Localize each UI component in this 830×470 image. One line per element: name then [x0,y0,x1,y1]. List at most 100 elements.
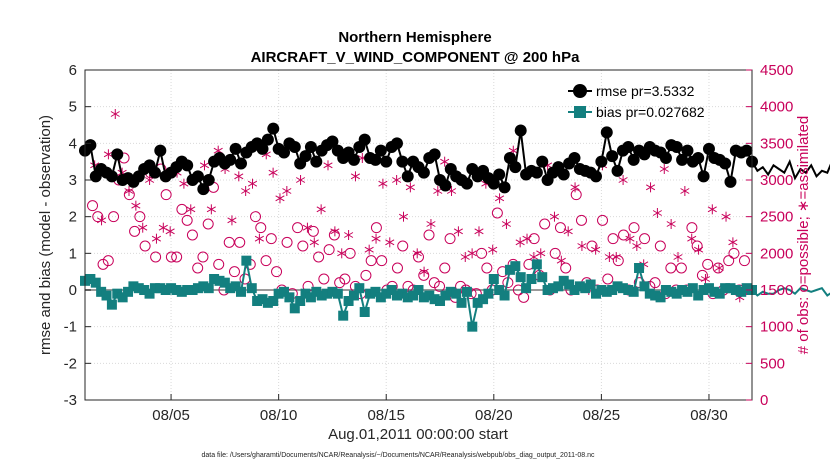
bias-point [687,283,698,294]
right-y-tick-label: 500 [760,355,785,372]
assimilated-obs-point [467,248,477,259]
x-tick-label: 08/05 [152,407,190,424]
assimilated-obs-point [309,237,319,248]
assimilated-obs-point [254,233,264,244]
bias-point [279,286,290,297]
rmse-point [719,157,732,170]
bias-point [435,296,446,306]
bias-point [354,283,365,294]
possible-obs-point [639,233,651,245]
bias-point [85,274,96,284]
y-tick-label: 4 [69,135,77,152]
bias-point [262,297,273,308]
bias-point [295,296,306,306]
rmse-point [111,148,124,161]
assimilated-obs-point [350,171,361,182]
bias-point [268,296,279,306]
possible-obs-point [575,214,587,226]
assimilated-obs-point [131,200,141,211]
bias-point [741,283,752,294]
possible-obs-point [602,273,614,285]
possible-obs-point [397,240,409,252]
rmse-point [536,155,549,168]
bias-point [128,281,139,292]
possible-obs-point [108,211,120,223]
rmse-point [299,150,312,163]
x-tick-label: 08/30 [690,407,728,424]
bias-point [472,297,483,308]
y-tick-label: -2 [64,355,77,372]
assimilated-obs-point [721,211,731,222]
rmse-point [380,155,393,168]
assimilated-obs-point [392,175,402,185]
bias-point [300,288,311,299]
rmse-point [439,179,452,192]
possible-obs-point [323,244,335,256]
rmse-point [191,170,204,183]
assimilated-obs-point [103,149,113,160]
assimilated-obs-point [302,222,313,233]
bias-point [230,281,241,292]
bias-point [96,286,107,297]
rmse-point [493,168,506,181]
bias-point [494,285,505,295]
bias-point [617,283,628,294]
bias-point [241,255,252,266]
possible-obs-point [654,240,666,252]
possible-obs-point [92,211,104,223]
rmse-point [600,126,613,139]
bias-point [591,288,602,299]
assimilated-obs-point [385,237,395,248]
bias-point [677,285,688,295]
bias-point [209,274,220,284]
rmse-point [148,166,161,179]
rmse-point [181,159,194,172]
possible-obs-point [150,251,162,263]
bias-point [101,290,112,301]
bias-point [698,285,709,295]
rmse-point [154,144,167,157]
assimilated-obs-point [680,186,690,196]
possible-obs-point [165,251,177,263]
rmse-point [326,135,339,148]
possible-obs-point [723,255,735,267]
bias-point [155,283,166,294]
right-y-tick-label: 3500 [760,135,793,152]
y-tick-label: 5 [69,99,77,116]
bias-point [424,290,435,301]
right-y-tick-label: 4500 [760,62,793,79]
possible-obs-point [255,222,267,234]
right-y-axis-label: # of obs: o=possible; ∗=assimilated [795,116,812,355]
bias-point [397,288,408,299]
rmse-point [202,174,215,186]
assimilated-obs-point [645,182,656,193]
possible-obs-point [134,211,146,223]
rmse-series-layer [79,122,830,196]
bias-point [359,307,370,317]
rmse-point [84,139,97,152]
assimilated-obs-point [536,248,546,259]
bias-point [607,285,618,295]
bias-point [612,281,623,292]
rmse-point [229,142,242,155]
possible-obs-point [139,240,151,252]
bias-point [182,285,193,295]
bias-point [671,288,682,299]
assimilated-obs-point [591,244,601,255]
assimilated-obs-point [687,233,697,244]
assimilated-obs-point [433,186,443,196]
bias-point [601,286,612,297]
rmse-point [288,141,301,153]
assimilated-obs-point [145,175,155,185]
bias-point [408,290,419,301]
assimilated-obs-point [165,226,175,237]
possible-obs-point [160,189,172,201]
bias-point [639,281,650,292]
y-tick-label: 3 [69,172,77,189]
assimilated-obs-point [707,204,717,215]
rmse-point [702,142,715,155]
possible-obs-point [391,262,403,274]
bias-point [219,277,230,288]
bias-point [537,272,548,283]
possible-obs-point [444,233,456,245]
